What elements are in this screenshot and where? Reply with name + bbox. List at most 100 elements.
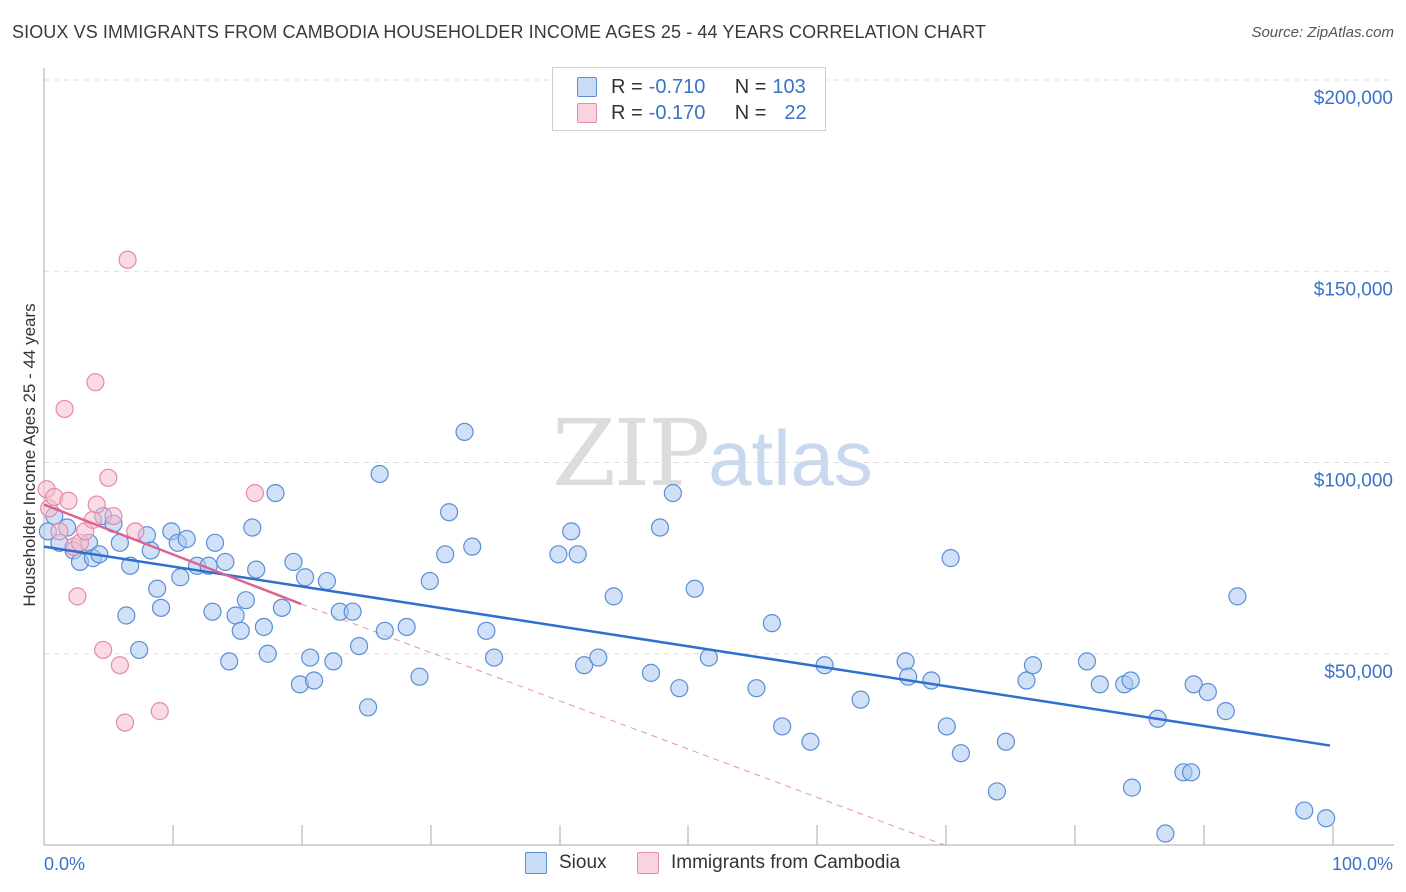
data-point-sioux xyxy=(295,568,315,587)
data-point-sioux xyxy=(801,732,820,751)
watermark-zip: ZIP xyxy=(552,400,710,507)
data-point-sioux xyxy=(1017,671,1036,690)
data-point-sioux xyxy=(477,621,496,640)
data-point-cambodia xyxy=(86,373,105,392)
data-point-sioux xyxy=(117,606,136,625)
data-point-sioux xyxy=(203,602,222,621)
data-point-sioux xyxy=(951,744,971,763)
bottom-legend-sioux: Sioux xyxy=(525,852,607,874)
data-point-sioux xyxy=(420,571,439,591)
data-point-sioux xyxy=(247,560,266,579)
legend-r-label: R = xyxy=(611,101,643,124)
data-point-sioux xyxy=(650,518,670,537)
data-point-sioux xyxy=(266,484,285,503)
data-point-sioux xyxy=(1121,671,1140,690)
legend-r-value-sioux: -0.710 xyxy=(648,75,706,98)
bottom-legend-label-cambodia: Immigrants from Cambodia xyxy=(671,852,901,873)
data-point-sioux xyxy=(1317,809,1336,828)
data-point-sioux xyxy=(171,568,190,587)
data-point-cambodia xyxy=(104,506,123,526)
legend-n-label: N = xyxy=(734,101,767,124)
data-point-sioux xyxy=(439,503,459,522)
data-point-sioux xyxy=(272,598,292,617)
data-point-sioux xyxy=(216,552,235,572)
data-point-cambodia xyxy=(150,702,169,721)
data-point-sioux xyxy=(663,484,682,503)
data-point-sioux xyxy=(575,656,594,675)
data-point-sioux xyxy=(370,464,389,484)
data-point-sioux xyxy=(284,552,303,572)
y-tick-label: $200,000 xyxy=(1314,88,1393,109)
data-point-sioux xyxy=(455,422,474,441)
data-point-sioux xyxy=(568,545,587,564)
data-point-cambodia xyxy=(110,656,129,675)
data-point-sioux xyxy=(324,652,343,671)
data-point-sioux xyxy=(220,652,239,671)
y-tick-label: $150,000 xyxy=(1314,279,1393,300)
legend-n-value-cambodia: 22 xyxy=(784,101,807,124)
data-point-cambodia xyxy=(87,495,106,514)
x-tick-label: 0.0% xyxy=(44,854,85,874)
watermark-atlas: atlas xyxy=(708,414,873,502)
data-point-cambodia xyxy=(68,587,87,606)
correlation-legend: R = -0.710 N = 103 R = -0.170 N = 22 xyxy=(552,67,826,131)
data-point-sioux xyxy=(317,571,337,591)
data-point-sioux xyxy=(987,782,1007,801)
data-point-sioux xyxy=(254,617,274,637)
data-point-sioux xyxy=(1023,656,1043,675)
data-point-sioux xyxy=(996,732,1016,751)
data-point-sioux xyxy=(410,667,429,686)
trend-line-cambodia-extension xyxy=(301,603,945,846)
data-point-sioux xyxy=(1295,801,1314,820)
bottom-legend-swatch-sioux xyxy=(525,852,547,874)
data-point-sioux xyxy=(375,621,394,640)
data-point-sioux xyxy=(1184,675,1203,694)
data-point-cambodia xyxy=(94,640,113,660)
data-point-sioux xyxy=(773,717,792,736)
data-point-sioux xyxy=(349,636,369,656)
bottom-legend-swatch-cambodia xyxy=(637,852,659,874)
legend-swatch-sioux xyxy=(577,77,597,97)
data-point-sioux xyxy=(151,598,171,617)
y-tick-label: $50,000 xyxy=(1324,662,1393,683)
bottom-legend-label-sioux: Sioux xyxy=(559,852,607,873)
data-point-cambodia xyxy=(50,522,69,541)
data-point-cambodia xyxy=(99,468,118,487)
data-point-sioux xyxy=(1122,778,1142,797)
y-tick-label: $100,000 xyxy=(1314,471,1393,492)
data-point-sioux xyxy=(301,648,320,667)
legend-r-value-cambodia: -0.170 xyxy=(648,101,706,124)
data-point-sioux xyxy=(562,522,581,541)
data-point-sioux xyxy=(343,602,362,621)
data-point-sioux xyxy=(604,587,623,606)
data-point-sioux xyxy=(1077,652,1097,671)
data-point-sioux xyxy=(397,617,416,637)
legend-row-sioux: R = -0.710 N = 103 xyxy=(577,75,806,99)
data-point-sioux xyxy=(1156,824,1175,843)
source-credit: Source: ZipAtlas.com xyxy=(1251,24,1394,41)
data-point-sioux xyxy=(258,644,277,663)
data-point-sioux xyxy=(549,545,568,564)
data-point-sioux xyxy=(941,549,960,568)
data-point-sioux xyxy=(1198,682,1217,702)
data-point-sioux xyxy=(226,606,245,625)
data-point-sioux xyxy=(1090,675,1109,694)
data-point-cambodia xyxy=(55,399,74,419)
data-point-sioux xyxy=(747,679,766,698)
data-point-sioux xyxy=(485,648,504,667)
trend-line-sioux xyxy=(43,545,1331,747)
data-point-sioux xyxy=(436,545,455,564)
data-point-sioux xyxy=(148,579,167,598)
data-point-sioux xyxy=(231,621,250,640)
bottom-legend-cambodia: Immigrants from Cambodia xyxy=(637,852,900,874)
data-point-cambodia xyxy=(115,713,135,732)
data-point-sioux xyxy=(896,652,915,671)
legend-n-value-sioux: 103 xyxy=(772,75,806,98)
data-point-sioux xyxy=(922,671,941,690)
data-point-cambodia xyxy=(245,484,265,503)
data-point-sioux xyxy=(130,640,149,660)
legend-swatch-cambodia xyxy=(577,103,597,123)
legend-r-label: R = xyxy=(611,75,643,98)
data-point-sioux xyxy=(899,667,918,686)
